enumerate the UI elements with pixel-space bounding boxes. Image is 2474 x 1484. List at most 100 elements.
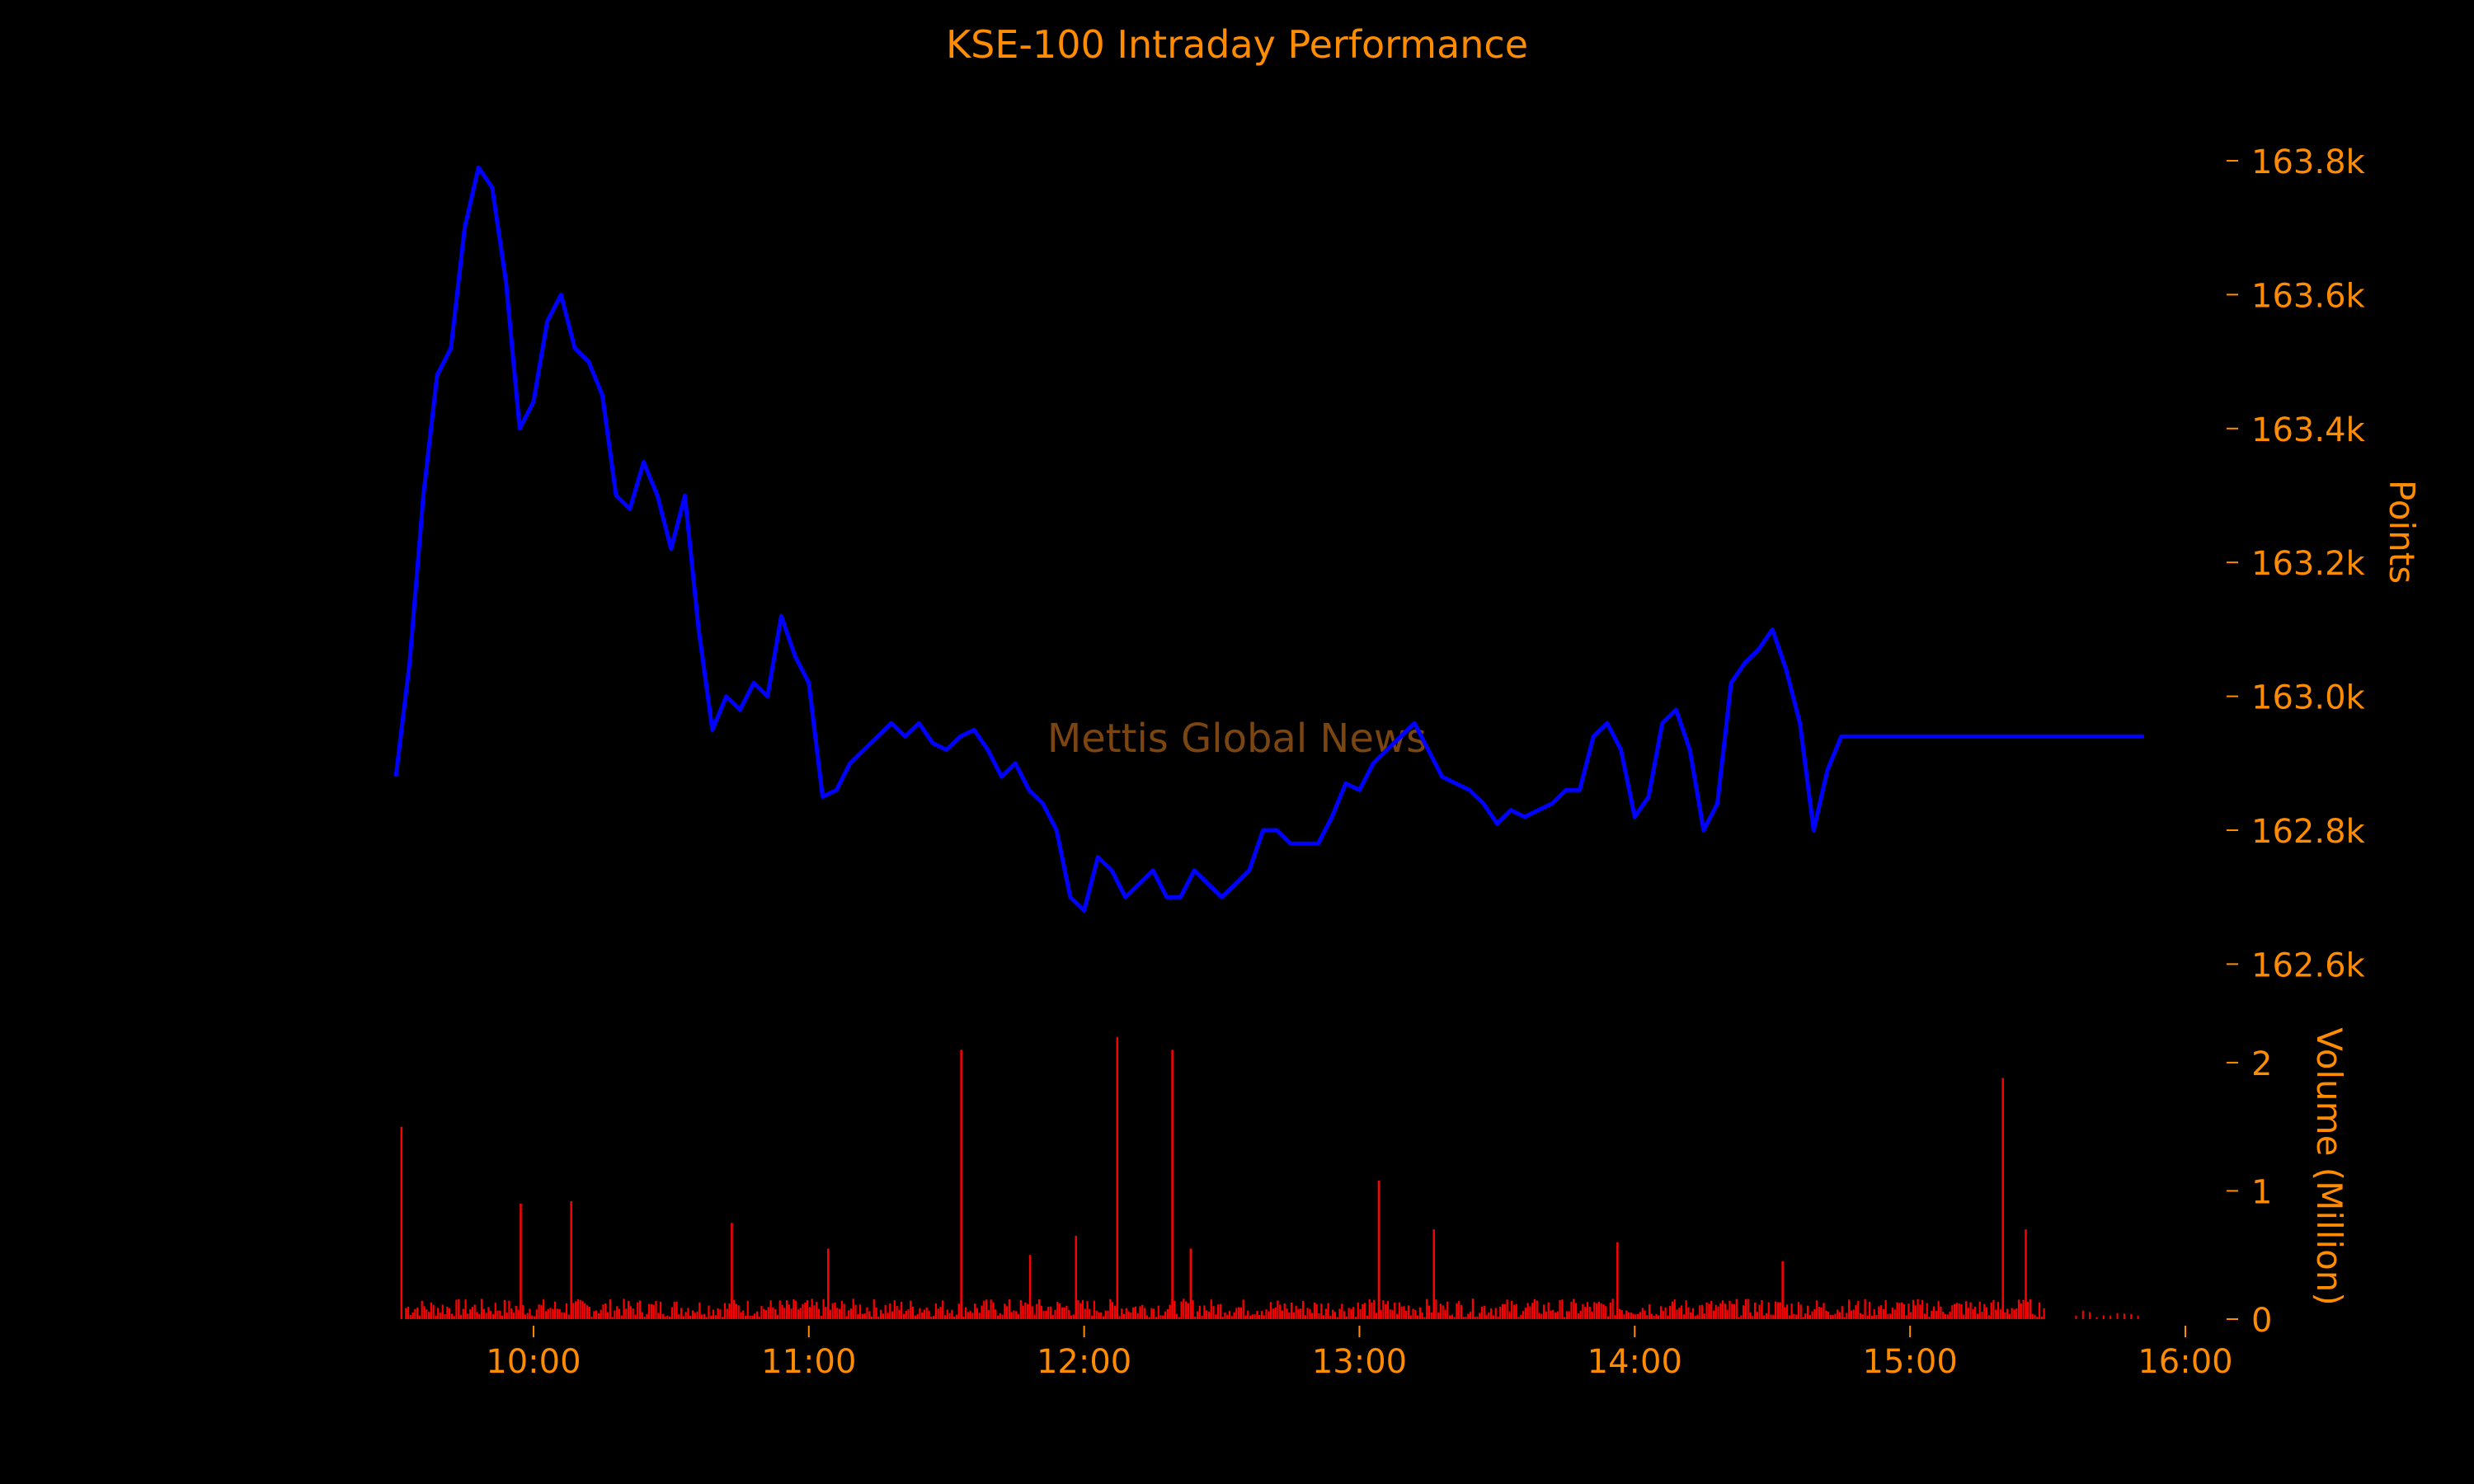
- volume-bar: [634, 1314, 637, 1319]
- volume-bar: [1873, 1309, 1875, 1319]
- volume-bar: [1249, 1315, 1252, 1319]
- volume-bar: [1937, 1301, 1940, 1319]
- volume-bar: [1112, 1302, 1114, 1319]
- volume-bar: [572, 1303, 575, 1319]
- volume-bar: [995, 1309, 997, 1319]
- time-tick-label: 13:00: [1312, 1343, 1407, 1381]
- volume-bar: [1680, 1305, 1683, 1319]
- volume-bar: [517, 1309, 520, 1319]
- volume-bar: [1637, 1313, 1639, 1319]
- volume-bar: [875, 1307, 877, 1319]
- volume-bar: [1224, 1313, 1226, 1319]
- volume-bar: [1145, 1315, 1148, 1319]
- volume-bar: [1013, 1310, 1015, 1319]
- volume-bar: [735, 1303, 737, 1319]
- volume-bar: [1818, 1307, 1821, 1319]
- volume-bar: [1740, 1315, 1743, 1319]
- volume-bar: [942, 1300, 944, 1319]
- volume-axis: 0 1 2: [2227, 1045, 2272, 1340]
- volume-bar: [774, 1309, 777, 1319]
- volume-bar: [522, 1304, 524, 1319]
- volume-bar: [526, 1313, 529, 1319]
- volume-bar: [1540, 1313, 1543, 1319]
- volume-bar: [1435, 1299, 1437, 1319]
- volume-bar: [2017, 1299, 2020, 1319]
- volume-bar: [2095, 1317, 2098, 1319]
- time-tick-label: 16:00: [2138, 1343, 2232, 1381]
- volume-bar: [1283, 1303, 1286, 1319]
- volume-bar: [629, 1306, 632, 1319]
- volume-bar: [602, 1304, 604, 1319]
- volume-bar: [1022, 1305, 1024, 1319]
- volume-bar: [1808, 1314, 1811, 1319]
- volume-bar: [1409, 1315, 1412, 1319]
- volume-bar: [675, 1301, 678, 1319]
- volume-bar: [549, 1308, 552, 1319]
- volume-bar: [1997, 1302, 2000, 1319]
- volume-bar: [1125, 1308, 1127, 1319]
- volume-bar: [590, 1316, 593, 1319]
- volume-bar: [1256, 1311, 1258, 1319]
- volume-bar: [1655, 1313, 1658, 1319]
- volume-bar: [1508, 1311, 1511, 1319]
- volume-bar: [1474, 1317, 1476, 1319]
- volume-bar: [1891, 1308, 1894, 1319]
- volume-bar: [1992, 1299, 1995, 1319]
- volume-bar: [1251, 1314, 1253, 1319]
- volume-bar: [1019, 1299, 1022, 1319]
- volume-bar: [1150, 1308, 1153, 1319]
- volume-bar: [740, 1312, 742, 1319]
- volume-bar: [1037, 1298, 1041, 1319]
- volume-bar: [731, 1223, 733, 1319]
- volume-bar: [1437, 1313, 1440, 1319]
- volume-bar: [1634, 1314, 1637, 1319]
- volume-axis-label: Volume (Million): [2309, 1027, 2349, 1306]
- volume-bar: [652, 1304, 655, 1319]
- volume-bar: [1917, 1298, 1919, 1319]
- volume-bar: [1775, 1301, 1777, 1319]
- volume-bar: [2137, 1315, 2139, 1319]
- volume-bar: [1332, 1309, 1334, 1319]
- volume-bar: [1121, 1308, 1123, 1319]
- volume-bar: [838, 1308, 841, 1319]
- volume-bar: [1931, 1310, 1933, 1319]
- volume-bar: [1526, 1303, 1529, 1319]
- volume-bar: [1632, 1313, 1634, 1319]
- volume-bar: [467, 1313, 469, 1319]
- volume-bar: [1490, 1308, 1493, 1319]
- volume-bar: [2089, 1312, 2091, 1319]
- volume-bar: [1451, 1314, 1453, 1319]
- volume-bar: [2013, 1309, 2015, 1319]
- volume-bar: [714, 1315, 717, 1319]
- volume-bar: [788, 1304, 790, 1319]
- volume-bar: [407, 1306, 410, 1319]
- volume-bar: [1359, 1308, 1362, 1319]
- volume-bar: [473, 1304, 476, 1319]
- volume-bar: [1559, 1299, 1561, 1319]
- volume-tick-label: 0: [2251, 1302, 2272, 1340]
- volume-bar: [1004, 1303, 1006, 1319]
- volume-bar: [1538, 1313, 1540, 1319]
- volume-bar: [661, 1313, 664, 1319]
- volume-bar: [1277, 1300, 1279, 1319]
- volume-bar: [638, 1300, 642, 1319]
- volume-bar: [1348, 1308, 1350, 1319]
- volume-bar: [492, 1314, 495, 1319]
- volume-bar: [1432, 1229, 1435, 1319]
- volume-bar: [1951, 1305, 1954, 1319]
- volume-bar: [618, 1308, 621, 1319]
- volume-bar: [501, 1315, 504, 1319]
- volume-bar: [1600, 1303, 1602, 1319]
- volume-bar: [1153, 1308, 1155, 1319]
- volume-bar: [655, 1301, 657, 1319]
- volume-bar: [611, 1317, 614, 1319]
- volume-bar: [1770, 1314, 1772, 1319]
- volume-bar: [763, 1308, 765, 1319]
- volume-bar: [1329, 1316, 1332, 1319]
- volume-bar: [1834, 1313, 1837, 1319]
- volume-bar: [430, 1303, 432, 1319]
- volume-bar: [1602, 1304, 1605, 1319]
- volume-bar: [1797, 1302, 1800, 1319]
- volume-bar: [1964, 1301, 1968, 1319]
